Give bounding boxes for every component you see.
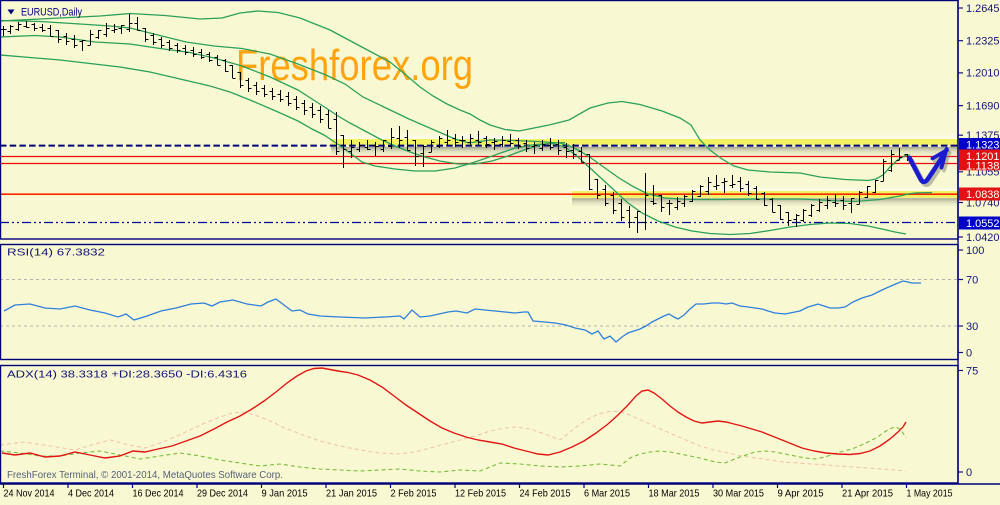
svg-text:70: 70 [966, 274, 978, 286]
svg-text:12 Feb 2015: 12 Feb 2015 [455, 489, 506, 500]
svg-text:100: 100 [966, 245, 984, 257]
svg-text:1.1690: 1.1690 [966, 100, 1000, 112]
svg-text:EURUSD,Daily: EURUSD,Daily [21, 7, 83, 19]
svg-text:24 Nov 2014: 24 Nov 2014 [4, 489, 55, 500]
svg-text:1.2325: 1.2325 [966, 36, 1000, 48]
svg-text:0: 0 [966, 347, 972, 359]
svg-text:RSI(14) 67.3832: RSI(14) 67.3832 [7, 247, 105, 259]
svg-text:29 Dec 2014: 29 Dec 2014 [197, 489, 248, 500]
svg-text:1 May 2015: 1 May 2015 [907, 489, 953, 500]
svg-text:9 Apr 2015: 9 Apr 2015 [778, 489, 824, 500]
svg-text:1.0552: 1.0552 [966, 218, 1000, 230]
svg-text:FreshForex Terminal, © 2001-20: FreshForex Terminal, © 2001-2014, MetaQu… [7, 469, 283, 481]
svg-text:16 Dec 2014: 16 Dec 2014 [133, 489, 184, 500]
svg-text:1.2645: 1.2645 [966, 3, 1000, 15]
svg-text:4 Dec 2014: 4 Dec 2014 [68, 489, 114, 500]
svg-text:1.1323: 1.1323 [966, 139, 1000, 151]
svg-text:1.1201: 1.1201 [966, 151, 1000, 163]
svg-text:1.2010: 1.2010 [966, 68, 1000, 80]
svg-text:30 Mar 2015: 30 Mar 2015 [713, 489, 764, 500]
svg-text:1.1138: 1.1138 [966, 161, 1000, 173]
svg-text:21 Apr 2015: 21 Apr 2015 [842, 489, 893, 500]
svg-text:21 Jan 2015: 21 Jan 2015 [326, 489, 377, 500]
svg-text:6 Mar 2015: 6 Mar 2015 [584, 489, 630, 500]
svg-text:ADX(14) 38.3318 +DI:28.3650 -D: ADX(14) 38.3318 +DI:28.3650 -DI:6.4316 [7, 369, 247, 381]
svg-text:2 Feb 2015: 2 Feb 2015 [391, 489, 437, 500]
svg-text:1.0838: 1.0838 [966, 189, 1000, 201]
svg-text:24 Feb 2015: 24 Feb 2015 [520, 489, 571, 500]
svg-text:9 Jan 2015: 9 Jan 2015 [262, 489, 308, 500]
svg-text:0: 0 [966, 467, 972, 479]
svg-text:18 Mar 2015: 18 Mar 2015 [649, 489, 700, 500]
svg-text:30: 30 [966, 321, 978, 333]
svg-text:Freshforex.org: Freshforex.org [236, 41, 473, 90]
svg-text:1.0420: 1.0420 [966, 232, 1000, 244]
svg-text:75: 75 [966, 365, 978, 377]
